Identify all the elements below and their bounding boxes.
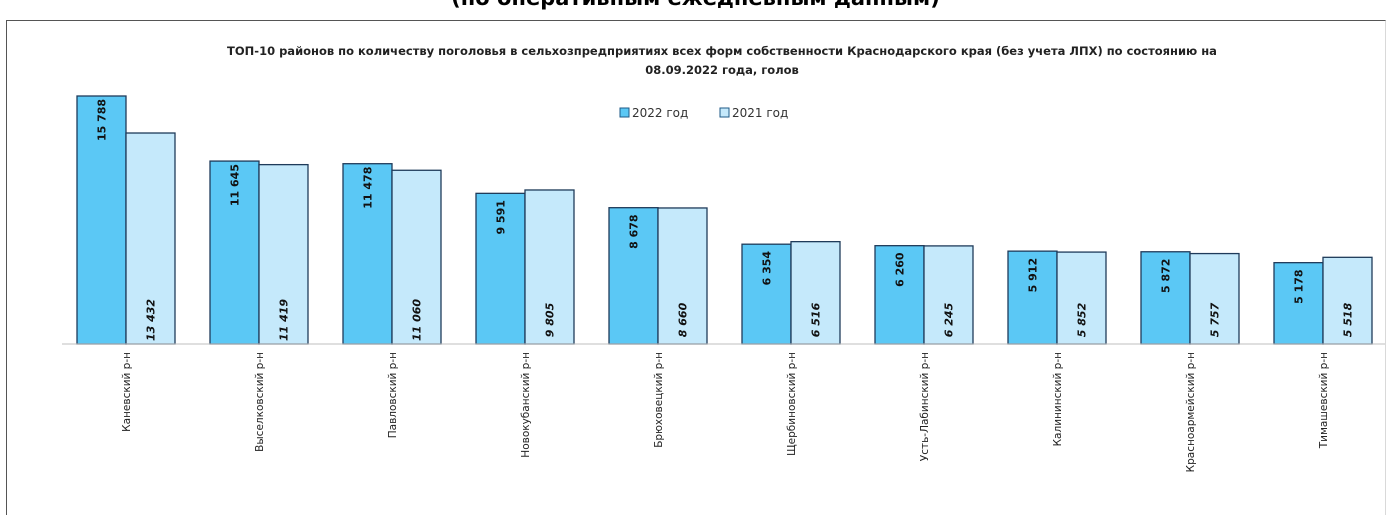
category-label-3: Павловский р-н: [387, 352, 399, 438]
data-label-2022-4: 9 591: [495, 200, 508, 234]
bar-2021-1: [125, 132, 176, 345]
bar-2022-10: [1273, 262, 1324, 345]
category-label-7: Усть-Лабинский р-н: [919, 352, 931, 461]
category-label-6: Щербиновский р-н: [786, 352, 798, 456]
data-label-2022-1: 15 788: [96, 99, 109, 141]
bar-2022-1: [76, 95, 127, 345]
bar-2021-8: [1056, 251, 1107, 345]
bar-2021-10: [1322, 256, 1373, 345]
data-label-2021-4: 9 805: [544, 302, 557, 337]
labels-group: 15 788 13 432 Каневский р-н 11 645 11 419 Выс…: [96, 99, 1355, 472]
category-label-9: Красноармейский р-н: [1185, 352, 1197, 472]
data-label-2022-3: 11 478: [362, 167, 375, 209]
data-label-2021-2: 11 419: [278, 299, 291, 341]
data-label-2021-9: 5 757: [1209, 302, 1222, 337]
data-label-2021-1: 13 432: [145, 299, 158, 341]
category-label-4: Новокубанский р-н: [520, 352, 532, 458]
category-label-10: Тимашевский р-н: [1318, 352, 1330, 449]
bars-group: [76, 95, 1373, 345]
legend: 2022 год 2021 год: [619, 106, 788, 120]
bar-2022-9: [1140, 251, 1191, 345]
data-label-2022-5: 8 678: [628, 214, 641, 248]
bar-2022-4: [475, 192, 526, 345]
data-label-2022-9: 5 872: [1160, 259, 1173, 293]
bar-2022-5: [608, 207, 659, 345]
category-label-5: Брюховецкий р-н: [653, 352, 665, 448]
legend-label-2021: 2021 год: [732, 106, 788, 120]
bar-2022-3: [342, 163, 393, 345]
data-label-2022-10: 5 178: [1293, 269, 1306, 303]
legend-swatch-2022: [619, 107, 630, 118]
legend-swatch-2021: [719, 107, 730, 118]
bar-2021-9: [1189, 252, 1240, 345]
bar-2022-7: [874, 245, 925, 345]
category-label-2: Выселковский р-н: [254, 352, 266, 452]
data-label-2022-6: 6 354: [761, 251, 774, 286]
bar-2021-5: [657, 207, 708, 345]
data-label-2022-7: 6 260: [894, 252, 907, 287]
data-label-2021-6: 6 516: [810, 302, 823, 337]
chart-title-line2: 08.09.2022 года, голов: [645, 63, 799, 77]
data-label-2022-8: 5 912: [1027, 258, 1040, 292]
data-label-2021-7: 6 245: [943, 302, 956, 337]
bar-2022-6: [741, 243, 792, 345]
legend-label-2022: 2022 год: [632, 106, 688, 120]
data-label-2021-10: 5 518: [1342, 302, 1355, 337]
data-label-2022-2: 11 645: [229, 164, 242, 206]
category-label-8: Калининский р-н: [1052, 352, 1064, 446]
chart-title: ТОП-10 районов по количеству поголовья в…: [227, 44, 1217, 58]
data-label-2021-8: 5 852: [1076, 302, 1089, 337]
bar-2022-8: [1007, 250, 1058, 345]
data-label-2021-5: 8 660: [677, 302, 690, 337]
page-header: (по оперативным ежедневным данным): [0, 0, 1391, 12]
data-label-2021-3: 11 060: [411, 299, 424, 341]
category-label-1: Каневский р-н: [121, 352, 133, 432]
